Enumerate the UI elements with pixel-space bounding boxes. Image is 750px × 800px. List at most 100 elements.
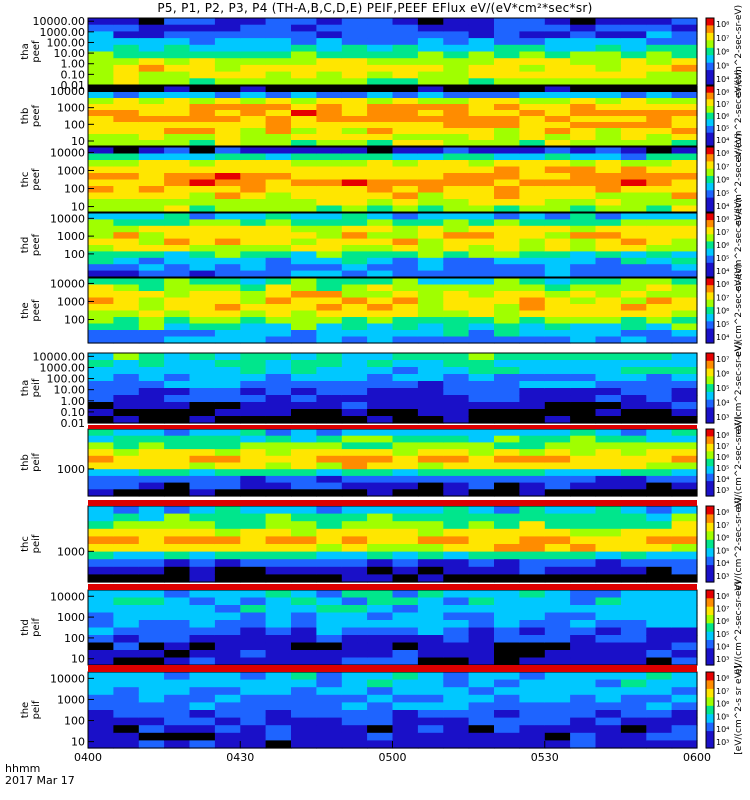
spectrogram-cell [417, 98, 444, 105]
spectrogram-cell [570, 489, 597, 497]
spectrogram-cell [367, 116, 394, 123]
spectrogram-cell [113, 213, 140, 220]
spectrogram-cell [138, 179, 165, 187]
spectrogram-cell [291, 44, 317, 53]
spectrogram-cell [494, 475, 520, 484]
spectrogram-cell [138, 642, 165, 651]
spectrogram-cell [620, 51, 647, 59]
colorbar-swatch [706, 161, 714, 166]
spectrogram-cell [417, 360, 444, 368]
spectrogram-cell [214, 506, 241, 515]
spectrogram-cell [88, 605, 114, 614]
spectrogram-cell [570, 278, 597, 286]
spectrogram-cell [392, 627, 419, 636]
spectrogram-cell [164, 462, 191, 470]
spectrogram-cell [341, 612, 368, 621]
spectrogram-cell [367, 381, 394, 389]
spectrogram-cell [595, 462, 622, 470]
spectrogram-cell [392, 38, 419, 46]
spectrogram-cell [291, 435, 317, 443]
spectrogram-cell [291, 650, 317, 659]
spectrogram-cell [519, 679, 546, 688]
spectrogram-cell [544, 18, 571, 26]
spectrogram-cell [291, 544, 317, 553]
spectrogram-cell [595, 179, 622, 187]
spectrogram-cell [443, 360, 470, 368]
spectrogram-cell [316, 449, 343, 457]
spectrogram-cell [316, 657, 343, 666]
spectrogram-cell [367, 574, 394, 583]
spectrogram-cell [671, 122, 698, 129]
spectrogram-cell [138, 51, 165, 59]
spectrogram-cell [494, 597, 520, 606]
spectrogram-cell [113, 140, 140, 147]
spectrogram-cell [494, 521, 520, 530]
spectrogram-cell [417, 409, 444, 417]
colorbar-swatch [706, 288, 714, 293]
colorbar-swatch [706, 701, 714, 707]
spectrogram-cell [443, 122, 470, 129]
spectrogram-cell [164, 18, 191, 26]
spectrogram-cell [113, 620, 140, 629]
spectrogram-cell [240, 506, 267, 515]
spectrogram-cell [341, 710, 368, 719]
spectrogram-cell [468, 199, 495, 207]
spectrogram-cell [240, 186, 267, 194]
spectrogram-cell [88, 489, 114, 497]
spectrogram-cell [113, 402, 140, 410]
spectrogram-cell [519, 18, 546, 26]
colorbar-tick-label: 10³ [716, 413, 729, 422]
spectrogram-cell [468, 717, 495, 726]
spectrogram-cell [620, 24, 647, 32]
spectrogram-cell [392, 702, 419, 711]
spectrogram-cell [392, 71, 419, 79]
spectrogram-cell [291, 205, 317, 213]
spectrogram-cell [316, 205, 343, 213]
spectrogram-cell [367, 702, 394, 711]
spectrogram-cell [468, 612, 495, 621]
spectrogram-cell [240, 642, 267, 651]
spectrogram-cell [620, 304, 647, 312]
spectrogram-cell [620, 278, 647, 286]
spectrogram-cell [214, 388, 241, 396]
colorbar-swatch [706, 451, 714, 456]
spectrogram-cell [468, 116, 495, 123]
spectrogram-cell [570, 462, 597, 470]
spectrogram-cell [316, 367, 343, 375]
spectrogram-cell [620, 642, 647, 651]
spectrogram-cell [164, 264, 191, 272]
spectrogram-cell [392, 98, 419, 105]
spectrogram-cell [620, 353, 647, 361]
spectrogram-cell [138, 679, 165, 688]
spectrogram-cell [164, 710, 191, 719]
spectrogram-cell [316, 590, 343, 599]
spectrogram-cell [88, 725, 114, 734]
panel-probe-label: thc [20, 172, 31, 188]
spectrogram-cell [468, 725, 495, 734]
colorbar-swatch [706, 436, 714, 441]
spectrogram-cell [88, 416, 114, 424]
spectrogram-cell [113, 122, 140, 129]
spectrogram-cell [214, 186, 241, 194]
spectrogram-cell [189, 270, 216, 278]
spectrogram-cell [570, 192, 597, 200]
colorbar-swatch [706, 183, 714, 188]
y-tick-label: 1000 [57, 693, 85, 706]
spectrogram-cell [646, 310, 673, 318]
colorbar-swatch [706, 197, 714, 202]
spectrogram-cell [367, 98, 394, 105]
colorbar-swatch [706, 356, 714, 362]
spectrogram-cell [113, 64, 140, 73]
spectrogram-cell [240, 310, 267, 318]
spectrogram-cell [265, 166, 292, 174]
spectrogram-cell [519, 590, 546, 599]
spectrogram-cell [468, 128, 495, 135]
spectrogram-cell [671, 18, 698, 26]
spectrogram-cell [392, 264, 419, 272]
spectrogram-cell [214, 559, 241, 568]
colorbar-swatch [706, 18, 714, 23]
spectrogram-cell [671, 78, 698, 86]
spectrogram-cell [214, 310, 241, 318]
spectrogram-cell [240, 627, 267, 636]
spectrogram-cell [544, 551, 571, 560]
